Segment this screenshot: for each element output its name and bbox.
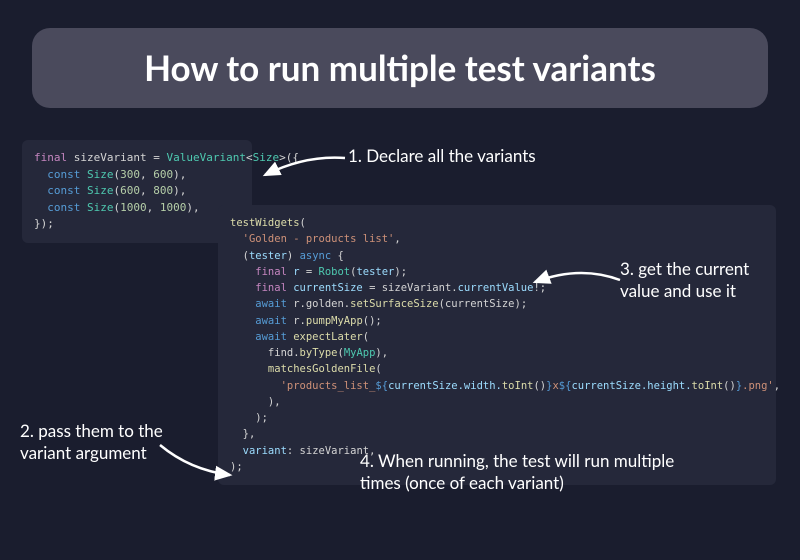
code-block-testwidgets: testWidgets( 'Golden - products list', (… <box>218 205 776 485</box>
annotation-2: 2. pass them to the variant argument <box>20 420 200 464</box>
annotation-3: 3. get the current value and use it <box>620 258 780 302</box>
page-title: How to run multiple test variants <box>144 47 656 89</box>
title-bar: How to run multiple test variants <box>32 28 768 108</box>
annotation-1: 1. Declare all the variants <box>348 145 536 167</box>
annotation-4: 4. When running, the test will run multi… <box>360 450 710 494</box>
